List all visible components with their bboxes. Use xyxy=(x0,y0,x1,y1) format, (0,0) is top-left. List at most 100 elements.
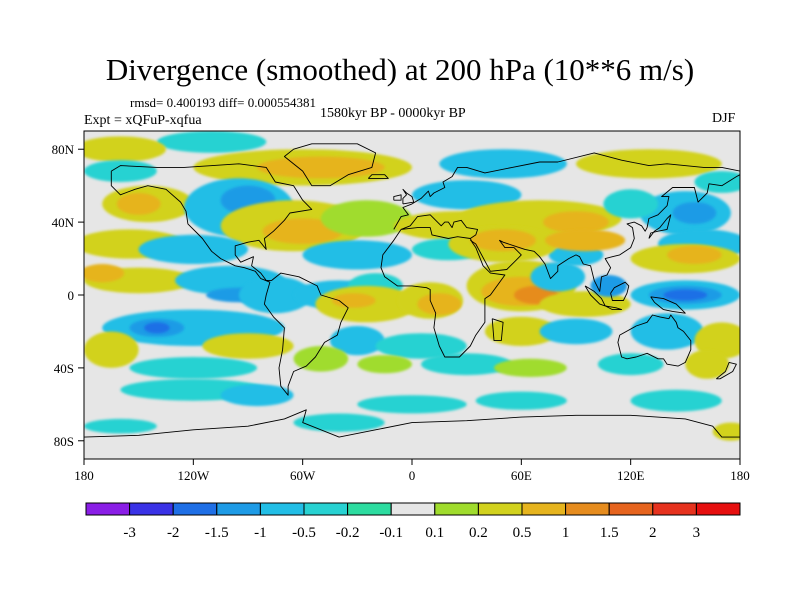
anomaly-field xyxy=(84,131,740,441)
colorbar-swatch xyxy=(216,502,261,516)
colorbar-swatch xyxy=(172,502,218,516)
anomaly-region-72 xyxy=(220,384,294,407)
colorbar-swatch xyxy=(85,502,131,516)
coastline-9 xyxy=(610,281,630,301)
colorbar-label: -2 xyxy=(167,525,180,541)
coastline-5 xyxy=(470,174,740,292)
anomaly-region-43 xyxy=(417,293,462,315)
anomaly-region-6 xyxy=(412,180,522,210)
coastline-10 xyxy=(650,296,686,314)
season-label: DJF xyxy=(712,111,736,126)
anomaly-region-34 xyxy=(84,264,125,283)
colorbar-label: 2 xyxy=(649,525,657,541)
anomaly-region-41 xyxy=(331,293,376,308)
anomaly-region-14 xyxy=(262,218,343,244)
anomaly-region-66 xyxy=(357,355,413,374)
colorbar-swatch xyxy=(259,502,305,516)
colorbar-label: 0.5 xyxy=(513,525,532,541)
colorbar-label: -3 xyxy=(123,525,136,541)
coastline-3 xyxy=(400,214,479,239)
anomaly-region-58 xyxy=(375,333,467,359)
anomaly-region-15 xyxy=(320,200,412,237)
anomaly-region-24 xyxy=(302,240,412,270)
colorbar-label: 1 xyxy=(562,525,570,541)
colorbar-swatch xyxy=(608,502,654,516)
anomaly-region-77 xyxy=(84,418,157,434)
anomaly-region-70 xyxy=(685,349,730,379)
anomaly-region-78 xyxy=(712,422,740,441)
anomaly-region-1 xyxy=(84,136,166,162)
anomaly-region-18 xyxy=(543,211,609,234)
anomaly-region-47 xyxy=(539,291,631,317)
coastline-2 xyxy=(393,152,740,230)
colorbar-swatch xyxy=(521,502,567,516)
chart-title: Divergence (smoothed) at 200 hPa (10**6 … xyxy=(105,52,695,87)
x-tick-label: 0 xyxy=(409,468,416,483)
coastline-17 xyxy=(84,409,740,438)
anomaly-region-50 xyxy=(663,289,708,301)
y-tick-label: 40N xyxy=(52,215,75,230)
anomaly-region-56 xyxy=(202,333,294,359)
colorbar-swatch xyxy=(347,502,392,516)
colorbar-label: 1.5 xyxy=(600,525,619,541)
anomaly-region-2 xyxy=(84,160,157,183)
y-tick-label: 80S xyxy=(54,434,74,449)
coastline-12 xyxy=(402,188,415,205)
colorbar-swatch xyxy=(129,502,174,516)
anomaly-region-29 xyxy=(667,245,722,264)
anomaly-region-76 xyxy=(293,413,385,432)
x-tick-label: 180 xyxy=(730,468,750,483)
anomaly-region-10 xyxy=(116,193,161,215)
anomaly-region-63 xyxy=(84,331,139,368)
colorbar-label: 0.1 xyxy=(425,525,444,541)
coastline-0 xyxy=(110,163,349,396)
x-tick-label: 120E xyxy=(617,468,645,483)
anomaly-region-75 xyxy=(630,389,722,412)
anomaly-region-60 xyxy=(539,318,613,345)
anomaly-region-51 xyxy=(530,262,586,292)
colorbar-label: 0.2 xyxy=(469,525,488,541)
colorbar-label: 3 xyxy=(693,525,701,541)
colorbar-swatch xyxy=(477,502,523,516)
time-period-label: 1580kyr BP - 0000kyr BP xyxy=(320,106,466,121)
anomaly-region-7 xyxy=(576,149,722,179)
anomaly-region-32 xyxy=(545,229,626,252)
anomaly-region-8 xyxy=(694,171,740,193)
anomaly-region-69 xyxy=(597,353,664,376)
colorbar: -3 -2 -1.5 -1 -0.5 -0.2 -0.1 0.1 0.2 0.5 1 1.5 2 3 xyxy=(85,502,741,541)
y-tick-label: 0 xyxy=(68,288,75,303)
colorbar-swatch xyxy=(565,502,610,516)
y-tick-label: 40S xyxy=(54,361,74,376)
colorbar-swatch xyxy=(652,502,697,516)
coastline-6 xyxy=(617,314,692,367)
colorbar-label: -0.5 xyxy=(292,525,316,541)
colorbar-label: -1.5 xyxy=(205,525,229,541)
coastline-11 xyxy=(648,214,672,239)
colorbar-label: -1 xyxy=(254,525,267,541)
coastline-8 xyxy=(604,305,623,311)
x-tick-label: 60E xyxy=(511,468,532,483)
x-tick-label: 120W xyxy=(177,468,210,483)
colorbar-swatch xyxy=(695,502,741,516)
x-tick-label: 60W xyxy=(290,468,316,483)
anomaly-region-20 xyxy=(672,202,717,224)
anomaly-region-73 xyxy=(357,395,467,414)
anomaly-region-61 xyxy=(630,313,704,350)
anomaly-region-31 xyxy=(470,229,536,252)
coastlines xyxy=(84,143,740,438)
anomaly-region-4 xyxy=(257,156,385,179)
anomaly-region-68 xyxy=(494,358,567,377)
anomaly-region-21 xyxy=(603,189,658,219)
colorbar-swatch xyxy=(303,502,349,516)
y-axis: 80N 40N 0 40S 80S xyxy=(52,142,84,449)
y-tick-label: 80N xyxy=(52,142,75,157)
coastline-13 xyxy=(393,194,402,201)
colorbar-swatch xyxy=(390,502,436,516)
anomaly-region-67 xyxy=(421,353,513,376)
coastline-14 xyxy=(367,174,389,179)
anomaly-region-5 xyxy=(439,149,567,179)
anomaly-region-0 xyxy=(156,131,267,153)
coastline-16 xyxy=(716,361,737,380)
x-axis: 180 120W 60W 0 60E 120E 180 xyxy=(74,459,750,483)
